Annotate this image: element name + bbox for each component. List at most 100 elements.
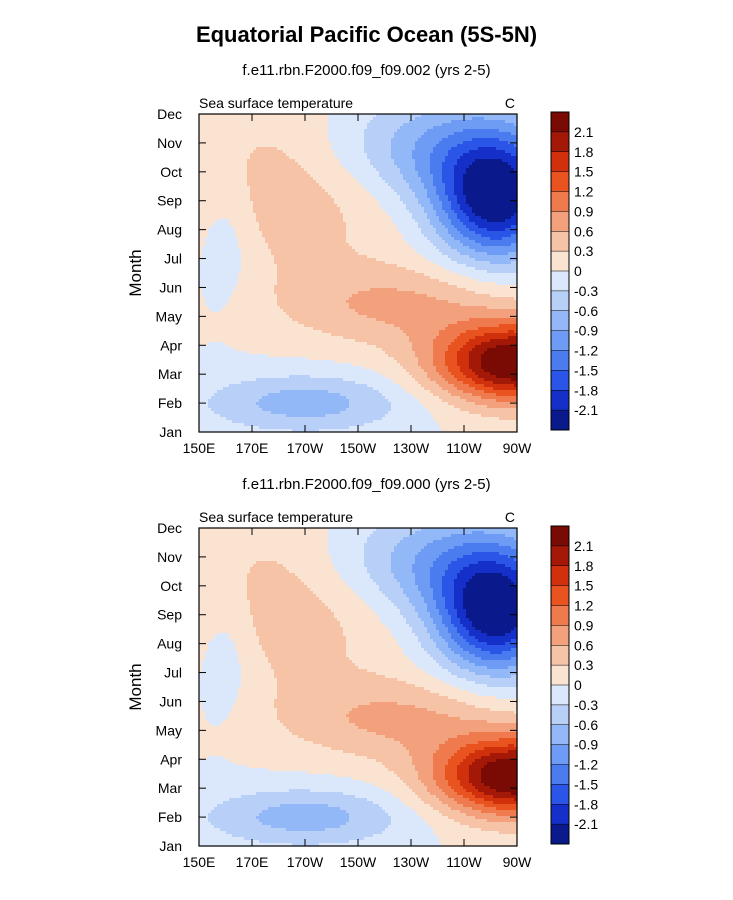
contour-cell [214,324,218,328]
contour-cell [199,261,203,265]
contour-cell [199,342,203,346]
contour-cell [223,195,227,199]
contour-cell [274,393,278,397]
contour-cell [268,390,272,394]
contour-cell [223,129,227,133]
contour-cell [256,228,260,232]
contour-cell [205,408,209,412]
contour-cell [217,180,221,184]
contour-cell [229,168,233,172]
contour-cell [280,237,284,241]
contour-cell [265,183,269,187]
contour-cell [202,264,206,268]
contour-cell [262,318,266,322]
contour-cell [244,264,248,268]
contour-cell [208,120,212,124]
contour-cell [274,429,278,433]
contour-cell [271,417,275,421]
contour-cell [214,387,218,391]
contour-cell [256,324,260,328]
contour-cell [235,342,239,346]
contour-cell [256,153,260,157]
contour-cell [229,219,233,223]
contour-cell [280,219,284,223]
contour-cell [250,276,254,280]
contour-cell [235,324,239,328]
contour-cell [229,237,233,241]
contour-cell [280,258,284,262]
contour-cell [256,357,260,361]
contour-cell [205,342,209,346]
contour-cell [208,333,212,337]
contour-cell [232,372,236,376]
contour-cell [265,246,269,250]
contour-cell [253,378,257,382]
contour-cell [241,396,245,400]
contour-cell [223,327,227,331]
contour-cell [259,180,263,184]
contour-cell [271,327,275,331]
contour-cell [244,156,248,160]
contour-cell [229,300,233,304]
contour-cell [274,237,278,241]
contour-cell [235,129,239,133]
contour-cell [265,426,269,430]
contour-cell [235,321,239,325]
contour-cell [250,144,254,148]
contour-cell [214,372,218,376]
contour-cell [232,150,236,154]
contour-cell [250,261,254,265]
contour-cell [226,378,230,382]
contour-cell [265,174,269,178]
contour-cell [226,237,230,241]
contour-cell [253,156,257,160]
contour-cell [205,297,209,301]
contour-cell [253,222,257,226]
contour-cell [199,384,203,388]
contour-cell [238,312,242,316]
contour-cell [208,309,212,313]
contour-chart: Sea surface temperature CJanFebMarAprMayJ… [126,95,598,456]
contour-cell [277,348,281,352]
contour-cell [274,126,278,130]
contour-cell [280,192,284,196]
contour-cell [265,297,269,301]
contour-cell [262,288,266,292]
contour-cell [265,204,269,208]
contour-cell [271,408,275,412]
contour-cell [208,114,212,118]
contour-cell [256,300,260,304]
contour-cell [268,423,272,427]
contour-cell [208,417,212,421]
contour-cell [232,339,236,343]
contour-cell [250,150,254,154]
contour-cell [205,201,209,205]
contour-cell [199,282,203,286]
contour-cell [214,399,218,403]
contour-cell [229,396,233,400]
contour-cell [256,351,260,355]
contour-cell [241,357,245,361]
contour-cell [274,264,278,268]
contour-cell [250,141,254,145]
contour-cell [271,255,275,259]
contour-cell [214,270,218,274]
contour-cell [244,192,248,196]
contour-cell [262,315,266,319]
contour-cell [259,375,263,379]
contour-cell [217,213,221,217]
contour-cell [265,399,269,403]
contour-cell [223,372,227,376]
contour-cell [253,123,257,127]
contour-cell [208,354,212,358]
contour-cell [271,336,275,340]
contour-cell [244,306,248,310]
contour-cell [268,402,272,406]
contour-cell [214,411,218,415]
contour-cell [244,402,248,406]
contour-cell [256,132,260,136]
contour-cell [250,369,254,373]
contour-cell [250,174,254,178]
contour-cell [286,144,290,148]
contour-cell [253,282,257,286]
